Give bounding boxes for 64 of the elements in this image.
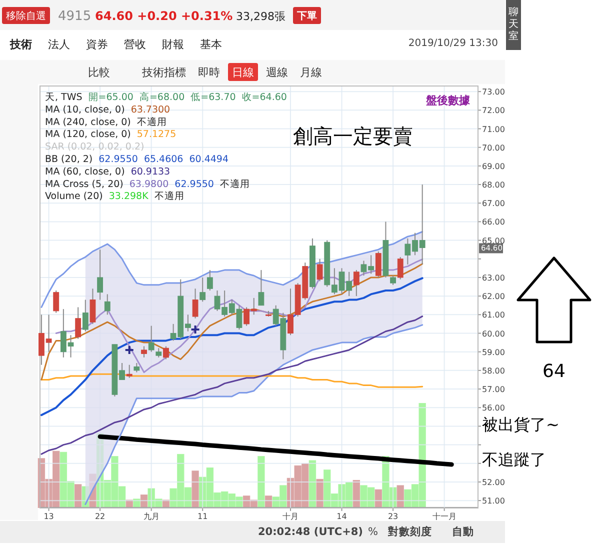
text: 對數刻度 [387, 525, 432, 538]
y-tick-label: 51.00 [482, 496, 505, 506]
y-tick-label: 66.00 [482, 218, 505, 227]
y-tick-label: 70.00 [482, 143, 505, 152]
y-tick-label: 65.00 [482, 236, 505, 246]
annotation: MA (120, close, 0) 57.1275 [45, 129, 176, 140]
annotation: Volume (20) 33.298K 不適用 [45, 190, 184, 202]
y-tick-label: 58.00 [482, 366, 505, 376]
y-tick-label: 71.00 [482, 124, 505, 134]
text: 營收 [124, 38, 146, 51]
y-tick-label: 57.00 [482, 385, 505, 394]
x-tick-label: 十月 [282, 512, 298, 521]
annotation: MA (10, close, 0) 63.7300 [45, 104, 170, 116]
y-tick-label: 59.00 [482, 348, 505, 357]
x-tick-label: 十一月 [432, 512, 456, 521]
annotation: 創高一定要賣 [293, 124, 413, 148]
y-tick-label: 63.00 [482, 273, 505, 282]
y-tick-label: 60.00 [482, 329, 505, 338]
text: 移除自選 [6, 10, 46, 22]
text: 比較 [88, 66, 110, 79]
annotation: 天, TWS 開=65.00 高=68.00 低=63.70 收=64.60 [45, 91, 287, 103]
annotation: SAR (0.02, 0.02, 0.2) [45, 142, 144, 153]
annotation: MA (60, close, 0) 60.9133 [45, 166, 170, 178]
y-tick-label: 69.00 [482, 162, 505, 171]
annotation: 盤後數據 [425, 94, 471, 107]
text: 資券 [86, 38, 108, 51]
text: 4915 [58, 9, 92, 24]
annotation: BB (20, 2) 62.9550 65.4606 60.4494 [45, 154, 229, 165]
text: 技術指標 [141, 66, 186, 79]
text: 64.60 +0.20 +0.31% [95, 9, 233, 23]
x-tick-label: 13 [44, 512, 54, 521]
text: 被出貨了~ [482, 415, 560, 434]
text: % [368, 526, 378, 538]
text: 下單 [296, 10, 317, 22]
y-tick-label: 61.00 [482, 310, 505, 320]
text: 月線 [300, 66, 322, 79]
x-tick-label: 11 [198, 512, 208, 521]
text: 技術 [9, 38, 32, 51]
x-tick-label: 22 [94, 512, 106, 521]
text: 聊天室 [508, 6, 518, 42]
text: 20:02:48 (UTC+8) [258, 526, 363, 538]
y-tick-label: 62.00 [482, 292, 505, 302]
x-tick-label: 23 [388, 512, 398, 521]
text: 33,298張 [236, 10, 286, 23]
x-tick-label: 九月 [143, 512, 160, 521]
y-tick-label: 56.00 [482, 404, 505, 413]
x-tick-label: 14 [336, 512, 347, 521]
y-tick-label: 67.00 [482, 199, 505, 208]
text: 2019/10/29 13:30 [408, 38, 498, 49]
y-tick-label: 68.00 [482, 180, 505, 190]
y-tick-label: 73.00 [482, 88, 505, 97]
text: 週線 [266, 66, 288, 79]
text: 法人 [48, 38, 70, 51]
y-tick-label: 52.00 [482, 478, 505, 487]
text: 64 [542, 361, 566, 382]
y-tick-label: 72.00 [482, 106, 505, 116]
text: 日線 [232, 66, 254, 79]
annotation: MA (240, close, 0) 不適用 [45, 116, 167, 128]
text: 基本 [200, 38, 222, 51]
text: 即時 [198, 66, 220, 79]
annotation: MA Cross (5, 20) 63.9800 62.9550 不適用 [45, 178, 250, 190]
text: 自動 [452, 525, 474, 538]
text: 不追蹤了 [482, 450, 546, 469]
text: 財報 [162, 38, 184, 51]
